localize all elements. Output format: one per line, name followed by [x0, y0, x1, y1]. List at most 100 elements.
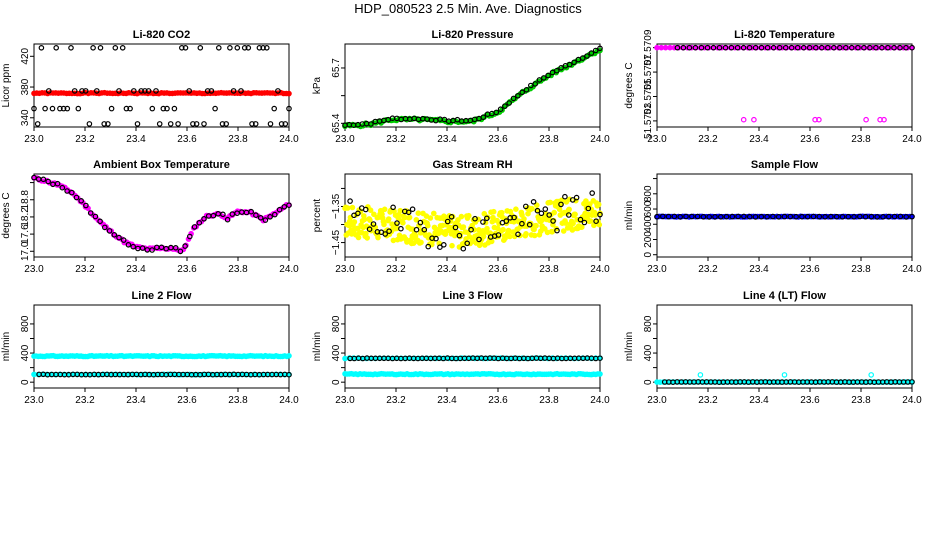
x-tick-label: 23.2 — [698, 395, 718, 406]
data-point — [571, 59, 577, 66]
data-point — [502, 103, 508, 109]
data-point — [216, 44, 222, 51]
panel-title: Li-820 Temperature — [734, 29, 835, 41]
x-tick-label: 23.2 — [75, 134, 95, 145]
data-point — [245, 44, 252, 51]
y-axis-label: ml/min — [1, 332, 12, 361]
data-point — [863, 116, 869, 123]
data-point — [223, 121, 230, 127]
data-point — [562, 220, 569, 226]
data-point — [498, 209, 505, 216]
data-point — [71, 88, 78, 94]
panel-title: Line 4 (LT) Flow — [743, 290, 826, 302]
data-point — [53, 44, 60, 51]
data-point — [824, 44, 831, 51]
data-point — [722, 44, 729, 51]
data-point — [521, 216, 527, 222]
data-point — [156, 121, 163, 127]
data-point — [349, 204, 356, 211]
y-axis-label: ml/min — [312, 332, 323, 361]
data-point — [366, 226, 373, 233]
data-point — [364, 235, 371, 241]
data-point — [503, 218, 510, 224]
data-point — [54, 180, 61, 187]
data-point — [191, 224, 198, 230]
data-point — [69, 189, 75, 196]
y-tick-label: 51.5707 — [643, 54, 654, 91]
data-point — [706, 214, 713, 220]
y-tick-label: 0 — [643, 379, 654, 385]
x-tick-label: 23.8 — [228, 134, 248, 145]
data-point — [787, 213, 794, 220]
data-point — [351, 219, 358, 225]
data-point — [257, 215, 264, 221]
data-point — [909, 44, 915, 51]
data-point — [286, 371, 292, 378]
data-point — [868, 372, 875, 378]
data-point — [437, 244, 443, 251]
data-point — [421, 226, 428, 233]
data-point — [286, 202, 292, 209]
data-point — [770, 213, 776, 220]
y-tick-label: 800 — [643, 185, 654, 202]
data-point — [728, 44, 735, 51]
data-point — [260, 44, 266, 51]
data-point — [842, 44, 849, 51]
data-point — [286, 352, 292, 359]
data-point — [249, 121, 255, 127]
data-point — [751, 116, 757, 123]
data-point — [694, 213, 701, 220]
data-point — [909, 213, 915, 220]
data-point — [201, 216, 207, 222]
x-tick-label: 23.2 — [386, 134, 406, 145]
data-point — [31, 174, 37, 181]
x-tick-label: 23.6 — [177, 395, 197, 406]
y-tick-label: 51.5705 — [643, 78, 654, 115]
x-tick-label: 23.2 — [75, 264, 95, 275]
y-tick-label: 0 — [331, 379, 342, 385]
data-point — [764, 213, 770, 220]
data-point — [565, 212, 572, 218]
x-tick-label: 23.4 — [749, 134, 769, 145]
x-tick-label: 23.8 — [539, 134, 559, 145]
data-point — [481, 210, 488, 217]
x-tick-label: 23.8 — [539, 264, 559, 275]
data-point — [363, 230, 369, 237]
x-tick-label: 24.0 — [902, 395, 922, 406]
data-point — [160, 105, 167, 112]
data-point — [839, 214, 846, 220]
data-point — [139, 245, 146, 251]
data-point — [385, 216, 392, 222]
y-tick-label: 65.4 — [331, 113, 342, 133]
data-point — [830, 44, 837, 51]
data-point — [758, 44, 765, 51]
data-point — [449, 242, 455, 249]
y-tick-label: 400 — [20, 344, 31, 361]
data-point — [276, 206, 283, 213]
data-point — [493, 109, 500, 116]
data-point — [581, 219, 588, 226]
y-axis-label: ml/min — [624, 201, 635, 230]
data-point — [425, 243, 432, 250]
data-point — [572, 211, 578, 218]
data-point — [836, 44, 843, 51]
data-point — [367, 207, 374, 214]
data-point — [138, 88, 145, 94]
data-point — [729, 213, 736, 220]
panel-4: Gas Stream RH 23.0 23.2 23.4 23.6 23.8 24.0 −1.… — [312, 159, 610, 275]
x-tick-label: 23.4 — [437, 134, 457, 145]
x-tick-label: 23.6 — [800, 134, 820, 145]
x-tick-label: 23.4 — [749, 395, 769, 406]
data-point — [671, 213, 678, 220]
data-point — [560, 228, 567, 234]
plot-frame — [656, 43, 913, 128]
data-point — [464, 240, 471, 247]
panel-3: Ambient Box Temperature 23.0 23.2 23.4 23.6 2… — [1, 159, 299, 275]
data-point — [533, 202, 540, 209]
data-point — [252, 121, 259, 127]
panel-8: Line 4 (LT) Flow 23.0 23.2 23.4 23.6 23.8 24.0… — [624, 290, 922, 406]
panel-7: Line 3 Flow 23.0 23.2 23.4 23.6 23.8 24.0 0 400 8… — [312, 290, 610, 406]
y-tick-label: −1.35 — [331, 193, 342, 219]
data-point — [172, 245, 179, 251]
